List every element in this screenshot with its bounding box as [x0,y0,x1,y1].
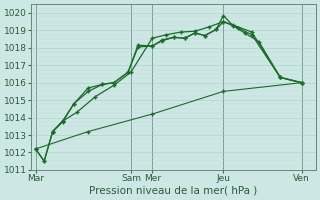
X-axis label: Pression niveau de la mer( hPa ): Pression niveau de la mer( hPa ) [90,186,258,196]
